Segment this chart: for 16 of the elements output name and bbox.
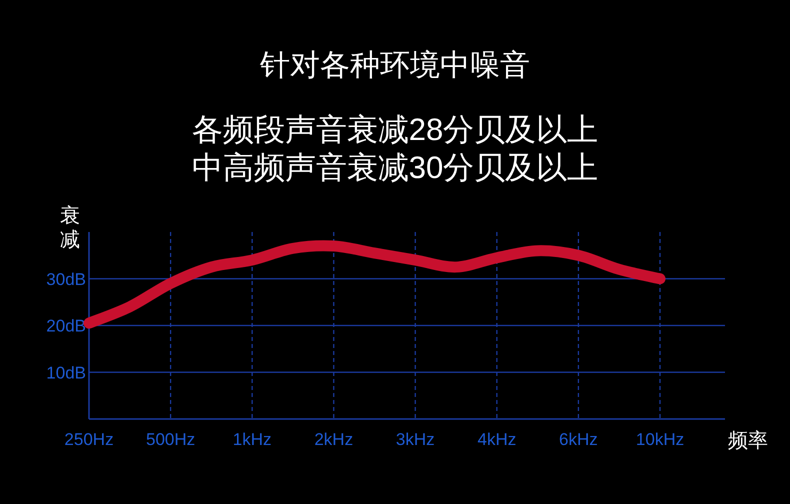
chart-subtitle: 各频段声音衰减28分贝及以上 xyxy=(192,112,598,147)
x-tick-label: 10kHz xyxy=(636,430,684,449)
x-axis-title: 频率 xyxy=(728,430,768,452)
x-tick-label: 3kHz xyxy=(396,430,435,449)
text: 中高频声音衰减30分贝及以上 xyxy=(192,150,598,185)
x-tick-label: 4kHz xyxy=(477,430,516,449)
x-tick-label: 1kHz xyxy=(232,430,272,449)
y-tick-label: 20dB xyxy=(46,316,86,336)
x-tick-label: 6kHz xyxy=(559,430,598,449)
x-tick-label: 2kHz xyxy=(314,430,354,449)
y-axis-title: 衰减 xyxy=(60,205,80,251)
x-tick-label: 250Hz xyxy=(64,430,114,449)
x-tick-label: 500Hz xyxy=(146,430,196,449)
chart-title: 针对各种环境中噪音 xyxy=(259,49,530,82)
y-tick-label: 10dB xyxy=(46,363,86,382)
y-tick-label: 30dB xyxy=(46,270,86,289)
